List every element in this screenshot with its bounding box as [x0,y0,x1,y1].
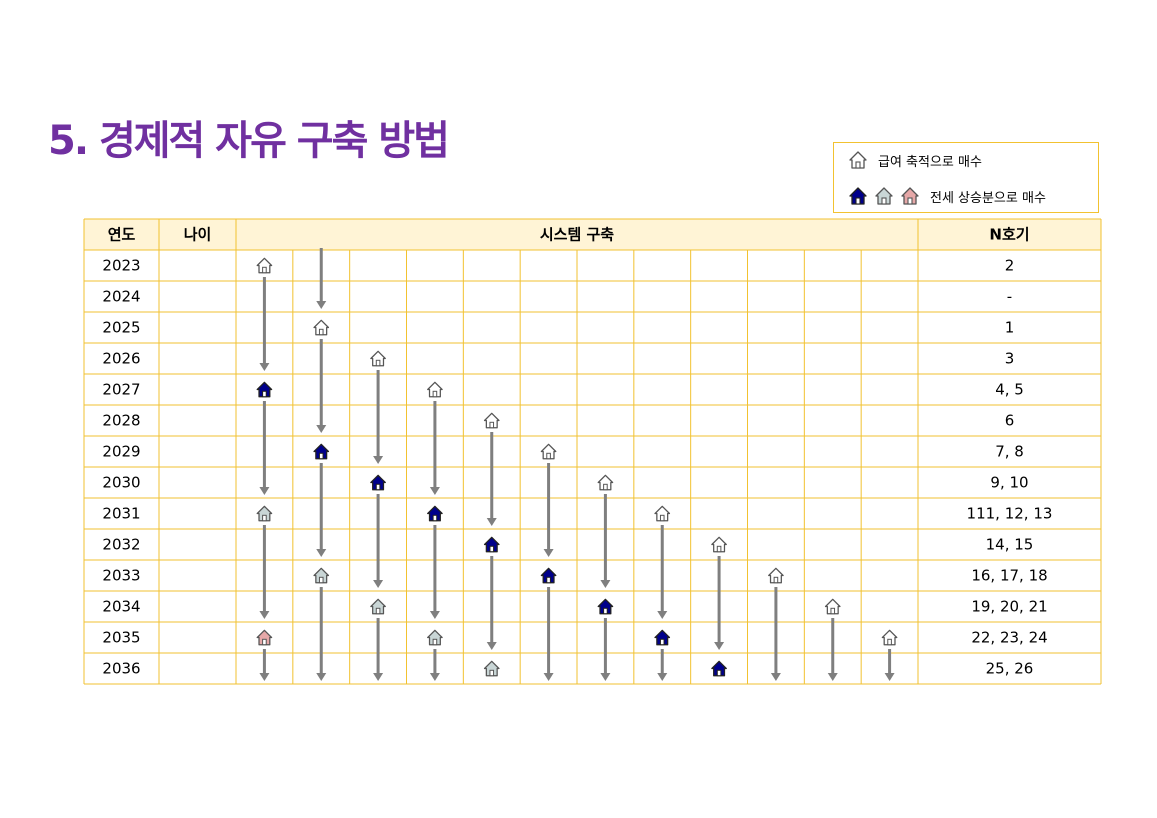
house-outline-icon [483,412,500,429]
arrow-head-icon [600,580,611,588]
legend-box: 급여 축적으로 매수 전세 상승분으로 매수 [833,142,1099,213]
house-navy-icon [427,505,443,522]
arrow-head-icon [259,611,270,619]
arrow-head-icon [429,673,440,681]
n-unit-cell: 2 [1005,257,1015,275]
arrow-head-icon [316,673,327,681]
house-navy-icon [370,474,386,491]
year-cell: 2026 [102,350,140,368]
house-navy-icon [540,567,557,584]
house-outline-icon [824,598,841,615]
year-cell: 2031 [102,505,140,523]
house-outline-icon [711,536,727,553]
house-gray-icon [313,567,330,584]
house-outline-icon [849,151,867,169]
n-unit-cell: 9, 10 [990,474,1028,492]
house-navy-icon [256,381,273,398]
arrow-head-icon [259,487,270,495]
arrow-head-icon [657,611,668,619]
arrow-head-icon [600,673,611,681]
legend-item-jeonse: 전세 상승분으로 매수 [848,186,1046,206]
table-header-bg [84,219,1101,250]
arrow-head-icon [429,487,440,495]
arrow-head-icon [714,642,725,650]
house-gray-icon [875,187,893,205]
house-navy-icon [849,187,867,205]
house-outline-icon [427,381,443,398]
arrow-head-icon [316,425,327,433]
n-unit-cell: 25, 26 [986,660,1034,678]
table-header-cell: 시스템 구축 [540,226,614,244]
arrow-head-icon [373,673,384,681]
year-cell: 2032 [102,536,140,554]
arrow-head-icon [259,363,270,371]
house-pink-icon [901,187,919,205]
house-navy-icon [313,443,330,460]
n-unit-cell: 7, 8 [995,443,1024,461]
n-unit-cell: 3 [1005,350,1015,368]
house-gray-icon [427,629,443,646]
house-gray-icon [370,598,386,615]
year-cell: 2033 [102,567,140,585]
year-cell: 2035 [102,629,140,647]
arrow-head-icon [373,580,384,588]
house-outline-icon [313,319,330,336]
house-outline-icon [370,350,386,367]
year-cell: 2030 [102,474,140,492]
n-unit-cell: 16, 17, 18 [971,567,1047,585]
arrow-head-icon [316,549,327,557]
year-cell: 2036 [102,660,140,678]
arrow-head-icon [259,673,270,681]
year-cell: 2029 [102,443,140,461]
legend-label-jeonse: 전세 상승분으로 매수 [930,190,1046,206]
house-navy-icon [597,598,614,615]
house-navy-icon [483,536,500,553]
arrow-head-icon [827,673,838,681]
year-cell: 2025 [102,319,140,337]
arrow-head-icon [770,673,781,681]
arrow-head-icon [429,611,440,619]
n-unit-cell: 19, 20, 21 [971,598,1047,616]
legend-item-salary: 급여 축적으로 매수 [848,150,982,170]
house-outline-icon [881,629,898,646]
arrow-head-icon [316,301,327,309]
table-header-cell: 연도 [108,226,136,244]
arrow-head-icon [543,673,554,681]
n-unit-cell: 14, 15 [986,536,1034,554]
arrow-head-icon [657,673,668,681]
year-cell: 2034 [102,598,140,616]
arrow-head-icon [543,549,554,557]
table-header-cell: 나이 [184,226,212,244]
house-outline-icon [597,474,614,491]
n-unit-cell: 1 [1005,319,1015,337]
arrow-head-icon [884,673,895,681]
year-cell: 2023 [102,257,140,275]
year-cell: 2024 [102,288,140,306]
house-navy-icon [654,629,671,646]
page-title: 5. 경제적 자유 구축 방법 [48,118,450,164]
n-unit-cell: 22, 23, 24 [971,629,1047,647]
table-header-cell: N호기 [989,226,1029,244]
year-cell: 2027 [102,381,140,399]
n-unit-cell: 4, 5 [995,381,1024,399]
arrow-head-icon [373,456,384,464]
house-pink-icon [256,629,273,646]
house-outline-icon [256,257,273,274]
n-unit-cell: 6 [1005,412,1015,430]
year-cell: 2028 [102,412,140,430]
house-outline-icon [654,505,671,522]
arrow-head-icon [486,642,497,650]
house-outline-icon [540,443,557,460]
house-gray-icon [256,505,273,522]
arrow-head-icon [486,518,497,526]
legend-label-salary: 급여 축적으로 매수 [878,154,982,170]
n-unit-cell: - [1007,288,1012,306]
n-unit-cell: 111, 12, 13 [967,505,1053,523]
house-outline-icon [768,567,784,584]
house-gray-icon [483,660,500,677]
house-navy-icon [711,660,727,677]
